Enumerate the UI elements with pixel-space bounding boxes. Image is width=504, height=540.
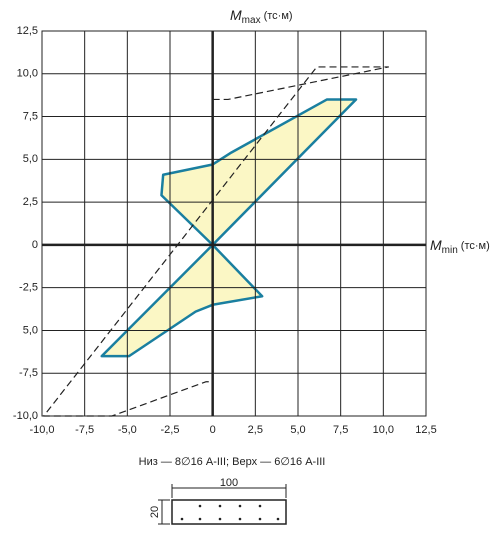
x-tick-label: 2,5	[248, 424, 263, 436]
x-tick-label: -10,0	[29, 424, 54, 436]
y-tick-label: 5,0	[23, 153, 38, 165]
x-tick-label: 10,0	[373, 424, 394, 436]
caption: Низ — 8∅16 А-III; Верх — 6∅16 А-III	[139, 456, 326, 468]
x-tick-label: -2,5	[161, 424, 180, 436]
x-tick-label: -7,5	[75, 424, 94, 436]
x-tick-label: 7,5	[333, 424, 348, 436]
section-height: 20	[149, 506, 161, 518]
y-tick-label: -10,0	[13, 410, 38, 422]
y-tick-label: 2,5	[23, 196, 38, 208]
x-tick-label: 0	[210, 424, 216, 436]
section-width: 100	[220, 477, 238, 489]
interaction-region	[160, 98, 358, 247]
y-tick-label: 7,5	[23, 110, 38, 122]
y-axis-label: Mmax (тс·м)	[230, 7, 293, 26]
y-tick-label: -7,5	[19, 367, 38, 379]
y-tick-label: 0	[32, 239, 38, 251]
marks	[43, 66, 390, 417]
interaction-region	[100, 243, 264, 358]
x-tick-label: 5,0	[290, 424, 305, 436]
y-tick-label: 12,5	[17, 25, 38, 37]
y-tick-label: -2,5	[19, 282, 38, 294]
x-axis-label: Mmin (тс·м)	[430, 237, 490, 256]
x-tick-label: -5,0	[118, 424, 137, 436]
tick-labels: -10,0 -7,5 -5,0 -2,5 0 2,5 5,0 7,5 10,0 12,5 12,5 1…	[13, 25, 437, 436]
x-tick-label: 12,5	[415, 424, 436, 436]
plot-frame	[41, 30, 427, 417]
y-tick-label: 5,0	[23, 324, 38, 336]
cross-section	[158, 484, 287, 525]
y-tick-label: 10,0	[17, 68, 38, 80]
